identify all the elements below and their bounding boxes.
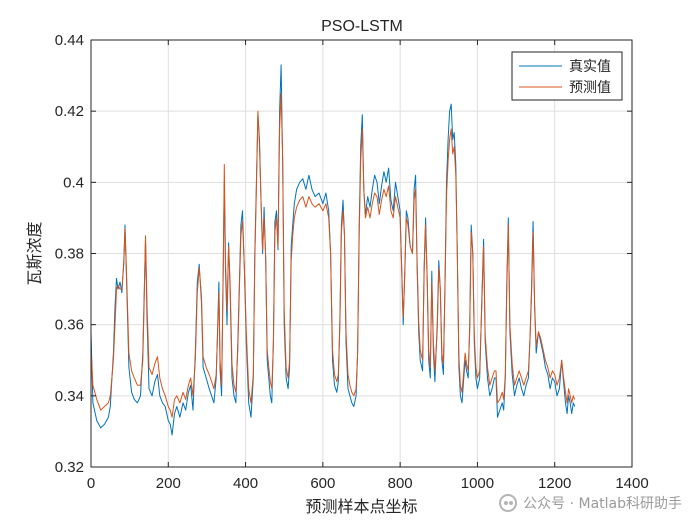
x-tick-label: 800 [388, 475, 413, 492]
y-tick-label: 0.36 [55, 317, 84, 334]
x-axis-label: 预测样本点坐标 [305, 497, 417, 516]
y-tick-label: 0.34 [55, 388, 84, 405]
x-tick-label: 1000 [461, 475, 494, 492]
y-tick-label: 0.4 [63, 174, 84, 191]
x-tick-label: 200 [156, 475, 181, 492]
x-tick-label: 0 [87, 475, 95, 492]
series-line-true [90, 64, 576, 436]
series-line-predicted [90, 92, 576, 418]
y-tick-label: 0.38 [55, 246, 84, 263]
ticks: 0 200 400 600 800 1000 1200 1400 0.32 0.34 0.36 0.3… [55, 32, 649, 492]
y-tick-label: 0.42 [55, 103, 84, 120]
y-tick-label: 0.44 [55, 32, 84, 49]
grid [91, 40, 632, 467]
x-tick-label: 600 [310, 475, 335, 492]
legend-label: 预测值 [569, 80, 611, 96]
legend-box [511, 51, 623, 101]
chart-title: PSO-LSTM [321, 18, 403, 35]
watermark-text: 公众号 · Matlab科研助手 [523, 496, 682, 512]
y-tick-label: 0.32 [55, 459, 84, 476]
watermark: 公众号 · Matlab科研助手 [493, 491, 688, 515]
series-layer [90, 64, 576, 436]
y-axis-label: 瓦斯浓度 [25, 221, 44, 285]
x-tick-label: 400 [233, 475, 258, 492]
x-tick-label: 1400 [615, 475, 648, 492]
x-tick-label: 1200 [538, 475, 571, 492]
wechat-icon [499, 494, 518, 512]
legend-label: 真实值 [569, 59, 611, 75]
